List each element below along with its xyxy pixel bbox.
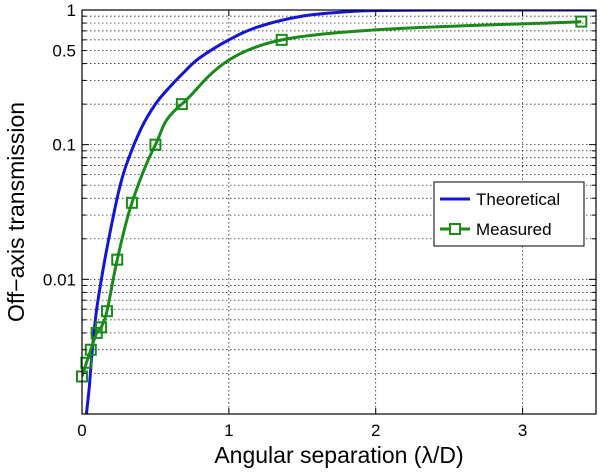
series-line-measured	[82, 20, 582, 377]
y-axis-title: Off−axis transmission	[3, 102, 29, 322]
data-point-measured	[575, 15, 588, 28]
data-point-measured	[149, 138, 162, 151]
data-point-measured	[100, 305, 113, 318]
legend-item-theoretical: Theoretical	[440, 190, 560, 209]
y-tick-label: 0.01	[43, 270, 76, 289]
x-tick-label: 2	[371, 421, 380, 440]
x-axis: 0 1 2 3	[77, 10, 527, 440]
x-tick-label: 3	[518, 421, 527, 440]
legend-label: Theoretical	[476, 190, 560, 209]
x-tick-label: 0	[77, 421, 86, 440]
data-point-measured	[95, 321, 108, 334]
x-tick-label: 1	[224, 421, 233, 440]
legend: Theoretical Measured	[433, 181, 585, 247]
data-point-measured	[275, 33, 288, 46]
legend-item-measured: Measured	[440, 220, 552, 239]
data-point-measured	[175, 98, 188, 111]
plot-frame	[81, 9, 597, 415]
data-point-measured	[125, 196, 138, 209]
legend-marker	[449, 223, 461, 235]
y-tick-label: 0.5	[52, 42, 76, 61]
x-axis-title: Angular separation (λ/D)	[214, 442, 463, 468]
data-point-measured	[111, 253, 124, 266]
y-tick-label: 1	[67, 1, 76, 20]
y-axis: 0.01 0.1 0.5 1	[43, 1, 596, 415]
legend-box	[433, 181, 585, 247]
legend-label: Measured	[476, 220, 552, 239]
y-tick-label: 0.1	[52, 136, 76, 155]
